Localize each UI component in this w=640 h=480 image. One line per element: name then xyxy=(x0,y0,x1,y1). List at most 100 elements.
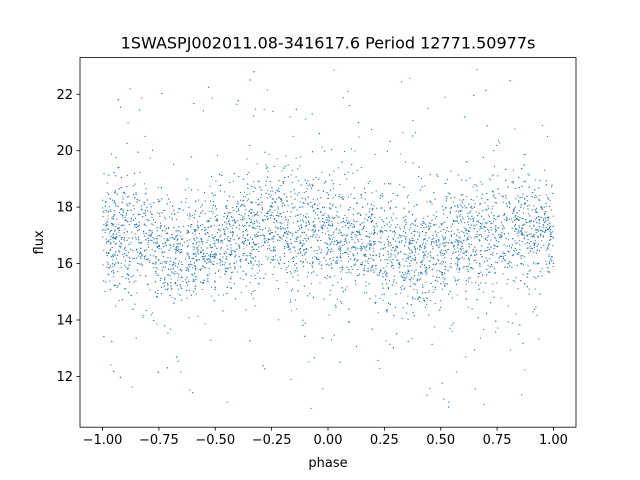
data-point xyxy=(351,236,353,238)
data-point xyxy=(540,229,543,232)
data-point xyxy=(473,217,475,219)
data-point xyxy=(542,235,545,237)
data-point xyxy=(304,197,306,199)
data-point xyxy=(150,314,152,316)
data-point xyxy=(188,239,191,241)
data-point xyxy=(385,279,387,281)
chart-title: 1SWASPJ002011.08-341617.6 Period 12771.5… xyxy=(121,34,536,53)
data-point xyxy=(345,235,347,237)
data-point xyxy=(424,254,426,256)
data-point xyxy=(147,243,149,246)
data-point xyxy=(227,240,229,242)
data-point xyxy=(285,231,288,233)
data-point xyxy=(276,189,278,191)
data-point xyxy=(119,235,121,237)
data-point xyxy=(234,220,236,222)
data-point xyxy=(252,191,255,193)
data-point xyxy=(195,267,197,269)
data-point xyxy=(116,193,118,195)
data-point xyxy=(327,194,330,196)
data-point xyxy=(528,213,530,215)
data-point xyxy=(253,186,255,188)
data-point xyxy=(169,275,171,277)
data-point xyxy=(374,243,376,245)
data-point xyxy=(104,229,106,232)
data-point xyxy=(468,235,470,237)
data-point xyxy=(521,218,523,220)
data-point xyxy=(432,257,434,259)
data-point xyxy=(389,208,391,210)
data-point xyxy=(269,238,271,241)
data-point xyxy=(529,245,531,247)
data-point xyxy=(412,120,414,122)
data-point xyxy=(391,254,393,256)
data-point xyxy=(290,242,292,244)
data-point xyxy=(204,261,206,263)
data-point xyxy=(531,196,533,198)
data-point xyxy=(143,258,145,260)
data-point xyxy=(439,309,441,311)
data-point xyxy=(273,248,275,250)
data-point xyxy=(527,221,529,223)
data-point xyxy=(252,215,254,217)
data-point xyxy=(352,253,354,255)
data-point xyxy=(536,249,538,251)
data-point xyxy=(399,286,402,288)
data-point xyxy=(440,252,442,254)
data-point xyxy=(343,233,345,236)
data-point xyxy=(552,237,554,239)
data-point xyxy=(339,245,341,247)
data-point xyxy=(113,264,115,266)
data-point xyxy=(449,327,451,329)
data-point xyxy=(386,308,388,310)
data-point xyxy=(405,241,407,243)
data-point xyxy=(278,263,280,265)
data-point xyxy=(244,213,246,215)
data-point xyxy=(311,206,314,209)
data-point xyxy=(197,315,199,317)
data-point xyxy=(489,271,491,273)
data-point xyxy=(457,261,459,263)
data-point xyxy=(400,153,402,155)
data-point xyxy=(249,193,251,195)
data-point xyxy=(227,267,229,269)
data-point xyxy=(404,271,406,273)
data-point xyxy=(363,245,365,247)
data-point xyxy=(127,221,129,223)
data-point xyxy=(175,257,177,259)
data-point xyxy=(130,276,132,278)
data-point xyxy=(215,208,217,210)
data-point xyxy=(289,215,291,218)
data-point xyxy=(352,172,354,174)
data-point xyxy=(147,258,149,260)
data-point xyxy=(190,225,192,228)
data-point xyxy=(178,226,180,228)
data-point xyxy=(245,196,247,198)
data-point xyxy=(282,202,284,204)
data-point xyxy=(473,94,475,96)
data-point xyxy=(180,299,183,301)
data-point xyxy=(518,210,520,212)
data-point xyxy=(211,234,213,236)
data-point xyxy=(487,264,489,267)
data-point xyxy=(413,271,416,273)
data-point xyxy=(133,194,135,196)
data-point xyxy=(330,149,333,151)
data-point xyxy=(113,272,115,274)
data-point xyxy=(469,227,471,229)
data-point xyxy=(472,249,474,251)
data-point xyxy=(131,237,134,239)
data-point xyxy=(387,240,390,242)
data-point xyxy=(411,237,414,239)
data-point xyxy=(110,229,113,231)
data-point xyxy=(537,236,539,238)
data-point xyxy=(263,277,265,279)
data-point xyxy=(494,272,496,274)
data-point xyxy=(533,225,535,227)
data-point xyxy=(434,286,437,289)
data-point xyxy=(181,244,183,247)
data-point xyxy=(408,210,410,212)
data-point xyxy=(170,287,173,289)
data-point xyxy=(158,247,160,250)
data-point xyxy=(461,246,463,248)
